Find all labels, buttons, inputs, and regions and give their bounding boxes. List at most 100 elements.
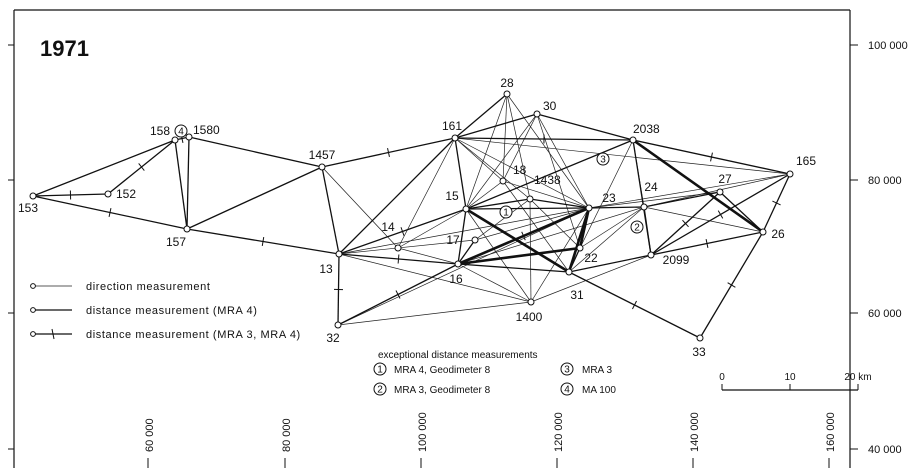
network-lines [32, 93, 791, 339]
station-point [647, 251, 655, 259]
station-label: 22 [584, 251, 598, 265]
station-point [462, 205, 470, 213]
legend-label-direction: direction measurement [86, 281, 211, 293]
station-point [640, 203, 648, 211]
direction-line [338, 239, 476, 255]
direction-line [643, 206, 764, 233]
distance-line-mra4 [719, 191, 764, 233]
station-label: 165 [796, 154, 816, 168]
station-point [585, 204, 593, 212]
station-point [171, 136, 179, 144]
right-axis: 100 000 80 000 60 000 40 000 [8, 40, 908, 456]
bottom-axis-label: 80 000 [281, 418, 293, 452]
direction-line [579, 206, 645, 249]
station-label: 32 [326, 331, 340, 345]
station-label: 31 [570, 288, 584, 302]
distance-line-mra4 [338, 137, 456, 255]
distance-line-mra4 [457, 208, 467, 265]
distance-line-mra4 [465, 139, 634, 210]
station-point [629, 136, 637, 144]
direction-line [530, 254, 652, 303]
distance-line-mra4 [186, 136, 190, 230]
direction-line [474, 207, 590, 241]
station-point [335, 250, 343, 258]
line-tick [138, 163, 145, 171]
station-point [533, 110, 541, 118]
diagram-title: 1971 [40, 36, 89, 61]
station-point [696, 334, 704, 342]
distance-line-bold [457, 206, 590, 266]
right-axis-label: 80 000 [868, 175, 902, 187]
line-tick [717, 210, 724, 219]
direction-line [465, 208, 532, 303]
distance-line-mra4 [186, 166, 323, 230]
distance-line-mra4 [454, 113, 538, 139]
station-label: 17 [446, 233, 460, 247]
line-tick [727, 282, 736, 288]
bottom-axis: 60 000 80 000 100 000 120 000 140 000 16… [144, 412, 837, 468]
scale-label: 0 [719, 372, 725, 383]
direction-line [465, 113, 538, 210]
station-point [471, 236, 479, 244]
station-point [499, 177, 507, 185]
direction-line [337, 301, 532, 326]
exceptional-num: 4 [564, 385, 570, 396]
station-point [318, 163, 326, 171]
exceptional-text: MRA 3, Geodimeter 8 [394, 385, 491, 396]
station-label: 1400 [516, 310, 543, 324]
direction-line [506, 93, 590, 209]
scale-bar: 0 10 20 km [719, 372, 872, 391]
station-point [576, 244, 584, 252]
direction-line [465, 93, 508, 210]
legend: direction measurement distance measureme… [30, 281, 300, 341]
station-label: 2038 [633, 122, 660, 136]
direction-line [502, 113, 538, 182]
distance-line-mra4 [188, 136, 323, 168]
line-tick [710, 152, 713, 162]
direction-line [338, 207, 590, 255]
station-point [454, 260, 462, 268]
distance-line-bold [578, 207, 591, 249]
distance-line-mra4 [536, 113, 634, 141]
station-point [185, 133, 193, 141]
distance-line-mra4 [174, 139, 188, 230]
station-point [394, 244, 402, 252]
station-label: 1580 [193, 123, 220, 137]
distance-line-mra4 [529, 198, 590, 209]
station-label: 1457 [309, 148, 336, 162]
direction-line [588, 191, 721, 209]
station-label: 16 [449, 272, 463, 286]
direction-line [579, 139, 634, 249]
line-tick [387, 147, 390, 158]
direction-line [397, 247, 459, 265]
direction-line [338, 253, 532, 303]
station-point [565, 268, 573, 276]
distance-line-mra4 [457, 263, 570, 273]
exceptional-marker [174, 124, 188, 138]
exceptional-marker [596, 152, 610, 166]
distance-line-bold [457, 246, 581, 266]
line-tick [705, 238, 709, 249]
distance-line-mra4 [321, 166, 340, 255]
station-point [716, 188, 724, 196]
exceptional-text: MRA 3 [582, 365, 612, 376]
scale-label: 20 km [844, 372, 871, 383]
right-axis-label: 40 000 [868, 444, 902, 456]
exceptional-marker [630, 220, 644, 234]
station-label: 30 [543, 99, 557, 113]
bottom-axis-label: 120 000 [553, 412, 565, 452]
station-point [503, 90, 511, 98]
station-label: 24 [644, 180, 658, 194]
station-label: 2099 [663, 253, 690, 267]
exceptional-marker-num: 3 [600, 155, 606, 166]
direction-line [502, 93, 508, 182]
line-tick [397, 254, 400, 264]
station-point [759, 228, 767, 236]
station-label: 1438 [534, 173, 561, 187]
distance-line-mra4 [465, 207, 590, 210]
right-axis-label: 60 000 [868, 308, 902, 320]
station-point [334, 321, 342, 329]
direction-line [588, 173, 791, 209]
distance-line-mra4 [32, 139, 176, 197]
